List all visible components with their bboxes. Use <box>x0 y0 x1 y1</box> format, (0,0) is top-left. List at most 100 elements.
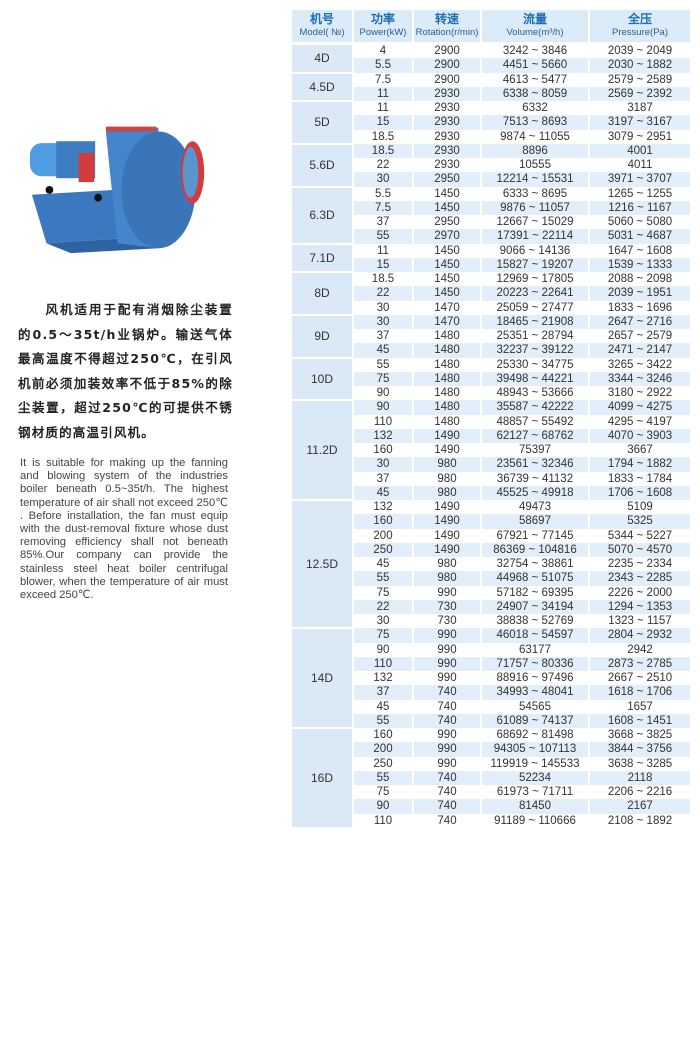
power-cell: 160 <box>373 444 393 456</box>
rotation-cell: 1490 <box>414 542 480 557</box>
rotation-cell: 1480 <box>434 358 460 371</box>
rotation-cell: 2950 <box>434 216 460 228</box>
power-cell: 37 <box>376 330 390 342</box>
rotation-cell: 1490 <box>434 529 460 542</box>
rotation-cell: 740 <box>414 713 480 728</box>
volume-cell: 7513 ~ 8693 <box>482 115 588 130</box>
model-cell: 6.3D <box>292 187 352 243</box>
rotation-cell: 730 <box>437 615 457 627</box>
header-volume-cn: 流量 <box>522 12 547 26</box>
header-model-en: Model( №) <box>299 27 345 38</box>
fan-specifications-table: 机号 Model( №) 功率 Power(kW) 转速 Rotation(r/min) 流… <box>292 10 690 1015</box>
model-cell: 7.1D <box>292 244 352 271</box>
pressure-cell: 2206 ~ 2216 <box>607 786 673 798</box>
pressure-cell: 3668 ~ 3825 <box>607 729 673 741</box>
volume-cell: 86369 ~ 104816 <box>482 542 588 557</box>
header-model-cn: 机号 <box>309 12 334 26</box>
rotation-cell: 990 <box>437 757 457 770</box>
header-power-cn: 功率 <box>370 12 395 26</box>
description-chinese: 风机适用于配有消烟除尘装置的0.5～35t/h业锅炉。输送气体最高温度不得超过2… <box>18 302 233 440</box>
rotation-cell: 1450 <box>434 187 460 200</box>
power-cell: 250 <box>373 757 393 770</box>
header-power: 功率 Power(kW) <box>354 10 412 42</box>
volume-cell: 68692 ~ 81498 <box>496 729 574 741</box>
pressure-cell: 2657 ~ 2579 <box>607 330 673 342</box>
power-cell: 160 <box>373 729 393 741</box>
rotation-cell: 1490 <box>434 444 460 456</box>
volume-cell: 3242 ~ 3846 <box>502 45 568 57</box>
volume-cell: 32754 ~ 38861 <box>496 558 574 570</box>
power-cell: 22 <box>354 286 412 301</box>
volume-cell: 8896 <box>482 143 588 158</box>
volume-cell: 12214 ~ 15531 <box>482 172 588 187</box>
power-cell: 132 <box>373 501 393 513</box>
power-cell: 30 <box>354 172 412 187</box>
power-cell: 45 <box>376 700 390 713</box>
pressure-cell: 4001 <box>590 143 690 158</box>
rotation-cell: 1480 <box>414 343 480 358</box>
volume-cell: 24907 ~ 34194 <box>482 599 588 614</box>
volume-cell: 61089 ~ 74137 <box>482 713 588 728</box>
volume-cell: 6333 ~ 8695 <box>502 187 568 200</box>
power-cell: 75 <box>354 371 412 386</box>
volume-cell: 36739 ~ 41132 <box>496 472 574 485</box>
volume-cell: 15827 ~ 19207 <box>482 257 588 272</box>
rotation-cell: 1450 <box>434 244 460 257</box>
pressure-cell: 2579 ~ 2589 <box>607 73 673 86</box>
power-cell: 45 <box>376 558 390 570</box>
rotation-cell: 990 <box>437 729 457 741</box>
pressure-cell: 2039 ~ 1951 <box>590 286 690 301</box>
power-cell: 75 <box>376 786 390 798</box>
pressure-cell: 3844 ~ 3756 <box>590 742 690 757</box>
rotation-cell: 1450 <box>414 200 480 215</box>
power-cell: 55 <box>354 713 412 728</box>
power-cell: 75 <box>354 628 412 643</box>
rotation-cell: 740 <box>437 814 457 827</box>
volume-cell: 67921 ~ 77145 <box>496 529 574 542</box>
rotation-cell: 980 <box>414 571 480 586</box>
power-cell: 30 <box>376 615 390 627</box>
volume-cell: 35587 ~ 42222 <box>482 400 588 415</box>
pressure-cell: 2039 ~ 2049 <box>607 45 673 57</box>
model-cell: 14D <box>292 629 352 727</box>
volume-cell: 94305 ~ 107113 <box>482 742 588 757</box>
power-cell: 110 <box>373 814 393 827</box>
pressure-cell: 2647 ~ 2716 <box>590 314 690 329</box>
pressure-cell: 2343 ~ 2285 <box>590 571 690 586</box>
rotation-cell: 1450 <box>434 273 460 285</box>
pressure-cell: 1706 ~ 1608 <box>590 485 690 500</box>
power-cell: 18.5 <box>371 130 395 143</box>
pressure-cell: 2667 ~ 2510 <box>607 672 673 684</box>
rotation-cell: 990 <box>437 672 457 684</box>
volume-cell: 25330 ~ 34775 <box>496 358 574 371</box>
power-cell: 110 <box>354 656 412 671</box>
volume-cell: 54565 <box>519 700 551 713</box>
pressure-cell: 2030 ~ 1882 <box>590 58 690 73</box>
pressure-cell: 2471 ~ 2147 <box>590 343 690 358</box>
header-power-en: Power(kW) <box>359 27 407 38</box>
volume-cell: 88916 ~ 97496 <box>496 672 574 684</box>
power-cell: 90 <box>354 400 412 415</box>
pressure-cell: 5031 ~ 4687 <box>590 229 690 244</box>
rotation-cell: 1480 <box>414 371 480 386</box>
volume-cell: 52234 <box>482 770 588 785</box>
rotation-cell: 2930 <box>434 102 460 114</box>
power-cell: 5.5 <box>354 58 412 73</box>
header-pressure-cn: 全压 <box>627 12 652 26</box>
rotation-cell: 990 <box>414 628 480 643</box>
header-pressure-en: Pressure(Pa) <box>612 27 668 38</box>
pressure-cell: 2118 <box>590 770 690 785</box>
pressure-cell: 3197 ~ 3167 <box>590 115 690 130</box>
power-cell: 7.5 <box>375 73 391 86</box>
pressure-cell: 1539 ~ 1333 <box>590 257 690 272</box>
pressure-cell: 1833 ~ 1696 <box>607 301 673 314</box>
rotation-cell: 1480 <box>414 400 480 415</box>
description-english: It is suitable for making up the fanning… <box>20 457 228 602</box>
rotation-cell: 2970 <box>414 229 480 244</box>
power-cell: 15 <box>354 115 412 130</box>
volume-cell: 48857 ~ 55492 <box>496 415 574 428</box>
volume-cell: 63177 <box>519 643 551 656</box>
power-cell: 55 <box>376 358 390 371</box>
power-cell: 11 <box>377 102 389 114</box>
power-cell: 75 <box>376 586 390 599</box>
